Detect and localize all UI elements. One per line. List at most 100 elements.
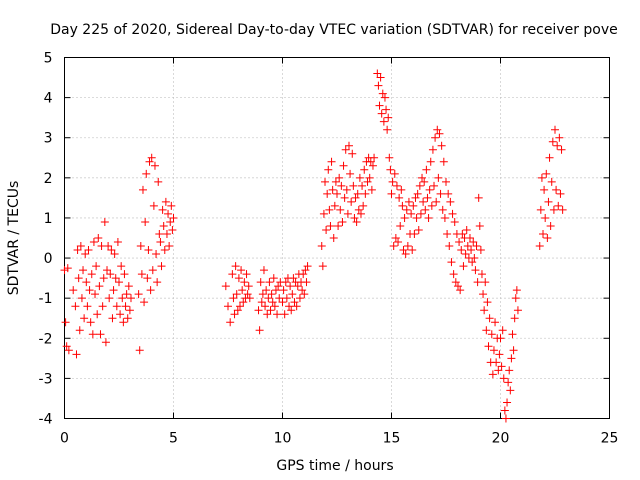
- data-point: [85, 286, 94, 295]
- data-point: [72, 350, 81, 359]
- data-point: [157, 262, 166, 271]
- data-point: [492, 358, 501, 367]
- data-point: [447, 258, 456, 267]
- data-point: [82, 278, 91, 287]
- data-point: [334, 221, 343, 230]
- data-point: [282, 294, 291, 303]
- data-points: [60, 69, 567, 423]
- data-point: [482, 326, 491, 335]
- data-point: [83, 302, 92, 311]
- data-point: [540, 185, 549, 194]
- data-point: [408, 246, 417, 255]
- x-tick-label: 25: [601, 431, 619, 447]
- data-point: [407, 209, 416, 218]
- data-point: [71, 302, 80, 311]
- data-point: [450, 217, 459, 226]
- data-point: [370, 153, 379, 162]
- data-point: [402, 205, 411, 214]
- data-point: [356, 209, 365, 218]
- data-point: [289, 274, 298, 283]
- data-point: [142, 169, 151, 178]
- data-point: [413, 189, 422, 198]
- data-point: [440, 213, 449, 222]
- data-point: [144, 246, 153, 255]
- data-point: [503, 398, 512, 407]
- data-point: [390, 169, 399, 178]
- data-point: [149, 201, 158, 210]
- data-point: [287, 306, 296, 315]
- data-point: [318, 262, 327, 271]
- data-point: [439, 157, 448, 166]
- data-point: [341, 145, 350, 154]
- data-point: [426, 157, 435, 166]
- data-point: [465, 234, 474, 242]
- data-point: [99, 274, 108, 283]
- data-point: [143, 274, 152, 283]
- data-point: [256, 278, 265, 287]
- y-axis-label: SDTVAR / TECUs: [6, 181, 22, 296]
- data-point: [119, 318, 128, 327]
- data-point: [138, 185, 147, 194]
- data-point: [86, 318, 95, 327]
- data-point: [108, 314, 117, 323]
- y-tick-label: 0: [44, 251, 53, 267]
- data-point: [474, 193, 483, 202]
- data-point: [549, 205, 558, 214]
- data-point: [302, 278, 311, 287]
- data-point: [290, 298, 299, 307]
- data-point: [396, 221, 405, 230]
- data-point: [395, 193, 404, 202]
- data-point: [234, 274, 243, 283]
- data-point: [425, 185, 434, 194]
- data-point: [459, 262, 468, 271]
- data-point: [543, 234, 552, 242]
- data-point: [375, 101, 384, 110]
- data-point: [270, 302, 279, 311]
- data-point: [303, 262, 312, 271]
- data-point: [125, 306, 134, 315]
- chart-title: Day 225 of 2020, Sidereal Day-to-day VTE…: [50, 22, 618, 38]
- data-point: [446, 197, 455, 206]
- data-point: [437, 141, 446, 150]
- data-point: [485, 314, 494, 323]
- data-point: [337, 181, 346, 190]
- data-point: [352, 217, 361, 226]
- data-point: [551, 125, 559, 134]
- data-point: [473, 278, 482, 287]
- data-point: [497, 362, 506, 371]
- data-point: [421, 205, 430, 214]
- data-point: [268, 298, 277, 307]
- data-point: [169, 213, 178, 222]
- data-point: [376, 73, 385, 82]
- data-point: [96, 330, 105, 339]
- data-point: [428, 145, 437, 154]
- data-point: [145, 157, 154, 166]
- data-point: [430, 181, 439, 190]
- data-point: [385, 153, 394, 162]
- data-point: [449, 270, 458, 279]
- data-point: [509, 346, 518, 355]
- data-point: [339, 161, 348, 170]
- data-point: [480, 306, 489, 315]
- data-point: [383, 125, 392, 134]
- data-point: [230, 310, 239, 319]
- data-point: [368, 161, 377, 170]
- data-point: [506, 386, 515, 395]
- data-point: [150, 161, 159, 170]
- data-point: [156, 238, 165, 247]
- data-point: [286, 282, 295, 291]
- data-point: [87, 270, 96, 279]
- data-point: [155, 229, 164, 238]
- data-point: [548, 137, 557, 146]
- data-point: [154, 177, 163, 186]
- data-point: [110, 250, 119, 259]
- data-point: [511, 294, 520, 303]
- data-point: [80, 314, 89, 323]
- data-point: [103, 266, 112, 275]
- data-point: [243, 290, 252, 299]
- data-point: [224, 302, 232, 311]
- data-point: [265, 278, 274, 287]
- data-point: [444, 189, 453, 198]
- x-tick-label: 15: [383, 431, 401, 447]
